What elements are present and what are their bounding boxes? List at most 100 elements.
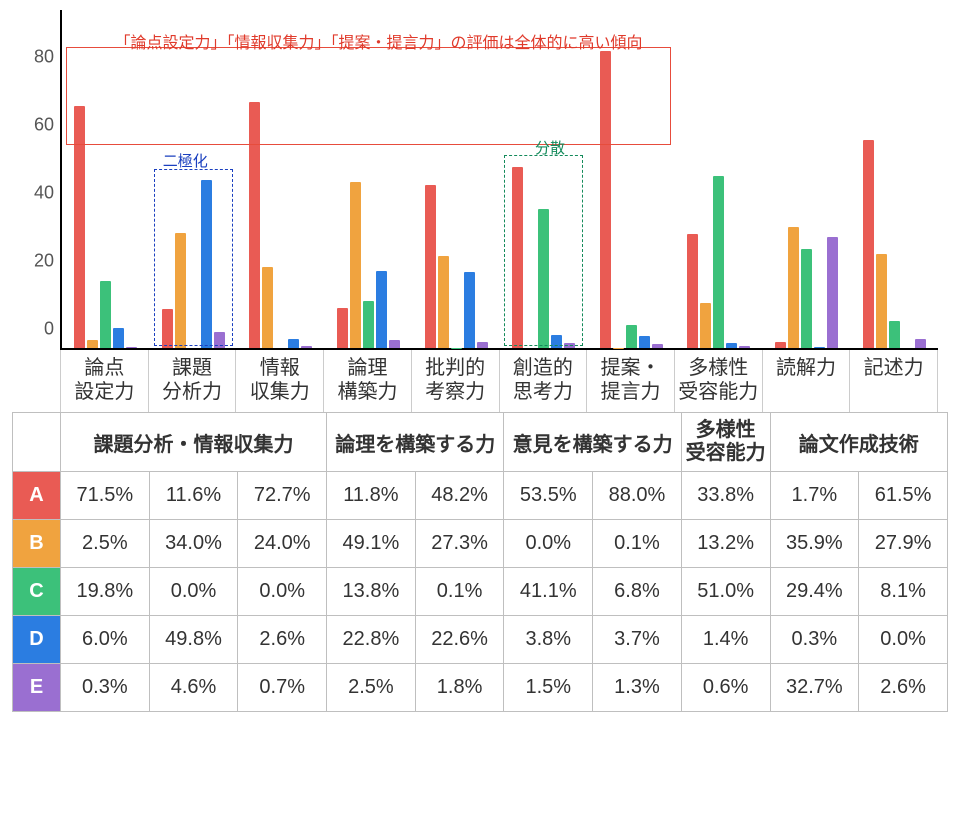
x-label: 論点設定力 <box>60 350 149 412</box>
table-cell: 0.0% <box>149 568 238 616</box>
row-label: D <box>13 616 61 664</box>
table-cell: 33.8% <box>681 472 770 520</box>
group-header: 多様性 受容能力 <box>681 413 770 472</box>
bar <box>801 249 812 348</box>
table-cell: 0.1% <box>415 568 504 616</box>
table-cell: 53.5% <box>504 472 593 520</box>
bar <box>376 271 387 348</box>
table-cell: 48.2% <box>415 472 504 520</box>
x-label: 批判的考察力 <box>412 350 500 412</box>
bar <box>863 140 874 348</box>
bar <box>301 346 312 348</box>
x-label: 多様性受容能力 <box>675 350 763 412</box>
table-cell: 2.5% <box>61 520 150 568</box>
table-cell: 19.8% <box>61 568 150 616</box>
plot: 「論点設定力」「情報収集力」「提案・提言力」の評価は全体的に高い傾向 二極化 分… <box>60 10 938 350</box>
annotation-blue-box <box>154 169 233 346</box>
bar <box>464 272 475 348</box>
row-label: A <box>13 472 61 520</box>
table-cell: 13.2% <box>681 520 770 568</box>
page: 0 20 40 60 80 100 「論点設定力」「情報収集力」「提案・提言力」… <box>0 0 960 821</box>
table-cell: 41.1% <box>504 568 593 616</box>
table-cell: 88.0% <box>593 472 682 520</box>
table-cell: 61.5% <box>859 472 948 520</box>
bar <box>775 342 786 348</box>
bar <box>438 256 449 348</box>
bar <box>100 281 111 348</box>
y-tick-0: 0 <box>44 319 54 340</box>
table-cell: 0.0% <box>859 616 948 664</box>
table-cell: 22.8% <box>327 616 416 664</box>
table-row: C19.8%0.0%0.0%13.8%0.1%41.1%6.8%51.0%29.… <box>13 568 948 616</box>
table-row: A71.5%11.6%72.7%11.8%48.2%53.5%88.0%33.8… <box>13 472 948 520</box>
bar <box>827 237 838 348</box>
table-row: E0.3%4.6%0.7%2.5%1.8%1.5%1.3%0.6%32.7%2.… <box>13 664 948 712</box>
table-cell: 22.6% <box>415 616 504 664</box>
table-cell: 13.8% <box>327 568 416 616</box>
bar <box>915 339 926 348</box>
y-tick-20: 20 <box>34 251 54 272</box>
bar <box>700 303 711 348</box>
x-labels: 論点設定力課題分析力情報収集力論理構築力批判的考察力創造的思考力提案・提言力多様… <box>60 350 938 412</box>
table-cell: 0.6% <box>681 664 770 712</box>
table-cell: 32.7% <box>770 664 859 712</box>
table-cell: 0.0% <box>238 568 327 616</box>
table-cell: 29.4% <box>770 568 859 616</box>
table-cell: 2.5% <box>327 664 416 712</box>
table-cell: 1.7% <box>770 472 859 520</box>
bar <box>87 340 98 348</box>
group-header: 意見を構築する力 <box>504 413 681 472</box>
bar-group <box>675 10 763 348</box>
table-row: B2.5%34.0%24.0%49.1%27.3%0.0%0.1%13.2%35… <box>13 520 948 568</box>
bar <box>262 267 273 348</box>
data-table: 課題分析・情報収集力 論理を構築する力 意見を構築する力 多様性 受容能力 論文… <box>12 412 948 712</box>
table-cell: 2.6% <box>238 616 327 664</box>
annotation-green-label: 分散 <box>535 137 565 158</box>
bar <box>626 325 637 348</box>
bar <box>113 328 124 348</box>
table-cell: 27.3% <box>415 520 504 568</box>
bar <box>739 346 750 348</box>
table-cell: 0.3% <box>770 616 859 664</box>
annotation-top-note: 「論点設定力」「情報収集力」「提案・提言力」の評価は全体的に高い傾向 <box>115 29 643 53</box>
bar-group <box>850 10 938 348</box>
bar <box>726 343 737 348</box>
bar <box>350 182 361 348</box>
x-label: 読解力 <box>763 350 851 412</box>
row-label: E <box>13 664 61 712</box>
table-cell: 49.8% <box>149 616 238 664</box>
bar <box>876 254 887 348</box>
annotation-blue-label: 二極化 <box>163 150 208 171</box>
table-cell: 0.7% <box>238 664 327 712</box>
y-axis: 0 20 40 60 80 100 <box>12 10 60 350</box>
table-cell: 34.0% <box>149 520 238 568</box>
annotation-green-box <box>504 155 583 346</box>
annotation-red-box <box>66 47 670 145</box>
x-label: 記述力 <box>850 350 938 412</box>
table-cell: 72.7% <box>238 472 327 520</box>
bar <box>363 301 374 348</box>
x-label: 論理構築力 <box>324 350 412 412</box>
bar <box>652 344 663 348</box>
table-cell: 4.6% <box>149 664 238 712</box>
table-cell: 27.9% <box>859 520 948 568</box>
row-label: B <box>13 520 61 568</box>
bar <box>389 340 400 348</box>
x-label: 課題分析力 <box>149 350 237 412</box>
bar-group <box>763 10 851 348</box>
table-cell: 24.0% <box>238 520 327 568</box>
table-cell: 3.7% <box>593 616 682 664</box>
x-label: 提案・提言力 <box>587 350 675 412</box>
group-header: 論文作成技術 <box>770 413 948 472</box>
table-corner <box>13 413 61 472</box>
table-cell: 2.6% <box>859 664 948 712</box>
y-tick-40: 40 <box>34 183 54 204</box>
y-tick-80: 80 <box>34 47 54 68</box>
table-cell: 6.0% <box>61 616 150 664</box>
bar <box>126 347 137 348</box>
row-label: C <box>13 568 61 616</box>
table-cell: 49.1% <box>327 520 416 568</box>
table-cell: 0.3% <box>61 664 150 712</box>
chart-area: 0 20 40 60 80 100 「論点設定力」「情報収集力」「提案・提言力」… <box>60 10 938 350</box>
group-header: 論理を構築する力 <box>327 413 504 472</box>
